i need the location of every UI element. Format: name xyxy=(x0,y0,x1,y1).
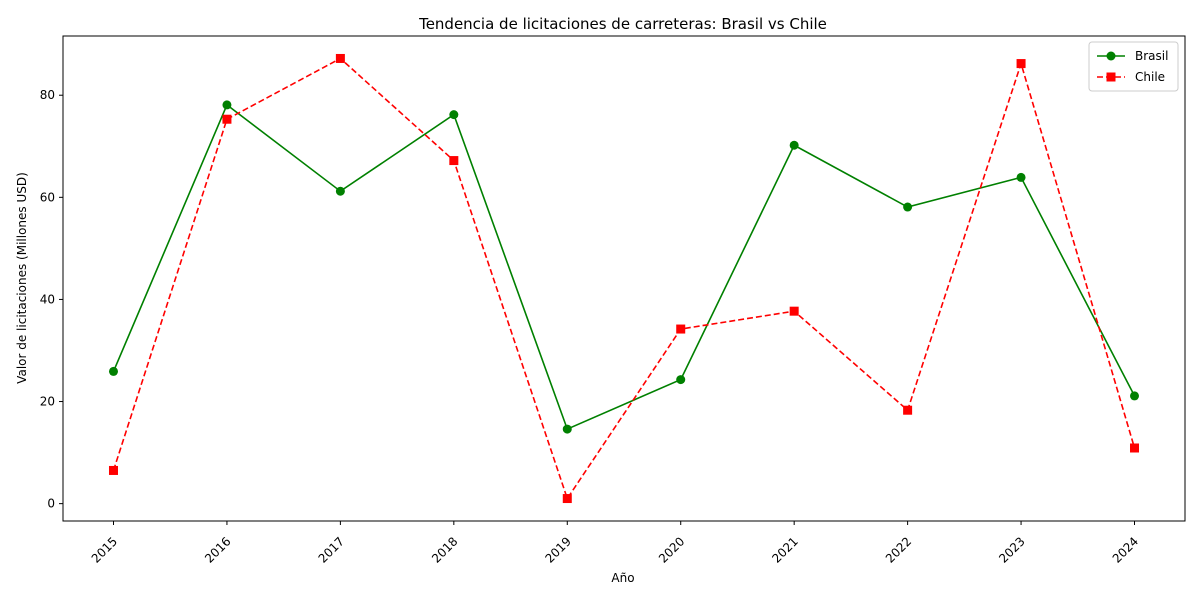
y-axis-title: Valor de licitaciones (Millones USD) xyxy=(15,172,29,384)
x-tick-label: 2019 xyxy=(542,534,573,565)
x-axis: 2015 2016 2017 2018 2019 2020 2021 2022 2023 2024 xyxy=(89,521,1141,566)
data-point xyxy=(903,202,913,212)
series-chile xyxy=(108,53,1140,504)
data-point xyxy=(562,494,572,504)
data-point xyxy=(789,140,799,150)
x-axis-title: Año xyxy=(611,571,634,585)
x-tick-label: 2017 xyxy=(316,534,347,565)
y-tick-label: 20 xyxy=(40,395,55,409)
data-point xyxy=(108,465,118,475)
x-tick-label: 2018 xyxy=(429,534,460,565)
x-tick-label: 2022 xyxy=(883,534,914,565)
legend-marker xyxy=(1106,51,1116,61)
y-tick-label: 40 xyxy=(40,292,55,306)
x-tick-label: 2020 xyxy=(656,534,687,565)
legend-label: Chile xyxy=(1135,70,1165,84)
data-point xyxy=(903,405,913,415)
data-point xyxy=(335,53,345,63)
data-point xyxy=(335,186,345,196)
y-tick-label: 0 xyxy=(47,497,55,511)
plot-area-frame xyxy=(62,35,1186,522)
y-tick-label: 60 xyxy=(40,190,55,204)
data-point xyxy=(1130,391,1140,401)
data-point xyxy=(1016,172,1026,182)
chart-title: Tendencia de licitaciones de carreteras:… xyxy=(418,15,827,33)
data-point xyxy=(222,100,232,110)
data-point xyxy=(562,424,572,434)
x-tick-label: 2024 xyxy=(1110,534,1141,565)
x-tick-label: 2023 xyxy=(996,534,1027,565)
legend-label: Brasil xyxy=(1135,49,1168,63)
x-tick-label: 2021 xyxy=(769,534,800,565)
data-point xyxy=(1016,59,1026,69)
series-line xyxy=(112,103,1136,431)
data-point xyxy=(1130,443,1140,453)
legend-marker xyxy=(1106,72,1116,82)
data-point xyxy=(789,306,799,316)
x-tick-label: 2016 xyxy=(202,534,233,565)
series-layer xyxy=(108,53,1140,504)
data-point xyxy=(676,324,686,334)
series-brasil xyxy=(108,100,1140,434)
data-point xyxy=(449,156,459,166)
legend: Brasil Chile xyxy=(1088,41,1179,92)
x-tick-label: 2015 xyxy=(89,534,120,565)
data-point xyxy=(676,375,686,385)
y-tick-label: 80 xyxy=(40,88,55,102)
data-point xyxy=(108,366,118,376)
data-point xyxy=(449,110,459,120)
y-axis: 0 20 40 60 80 xyxy=(40,88,63,511)
series-line xyxy=(112,57,1136,501)
data-point xyxy=(222,114,232,124)
